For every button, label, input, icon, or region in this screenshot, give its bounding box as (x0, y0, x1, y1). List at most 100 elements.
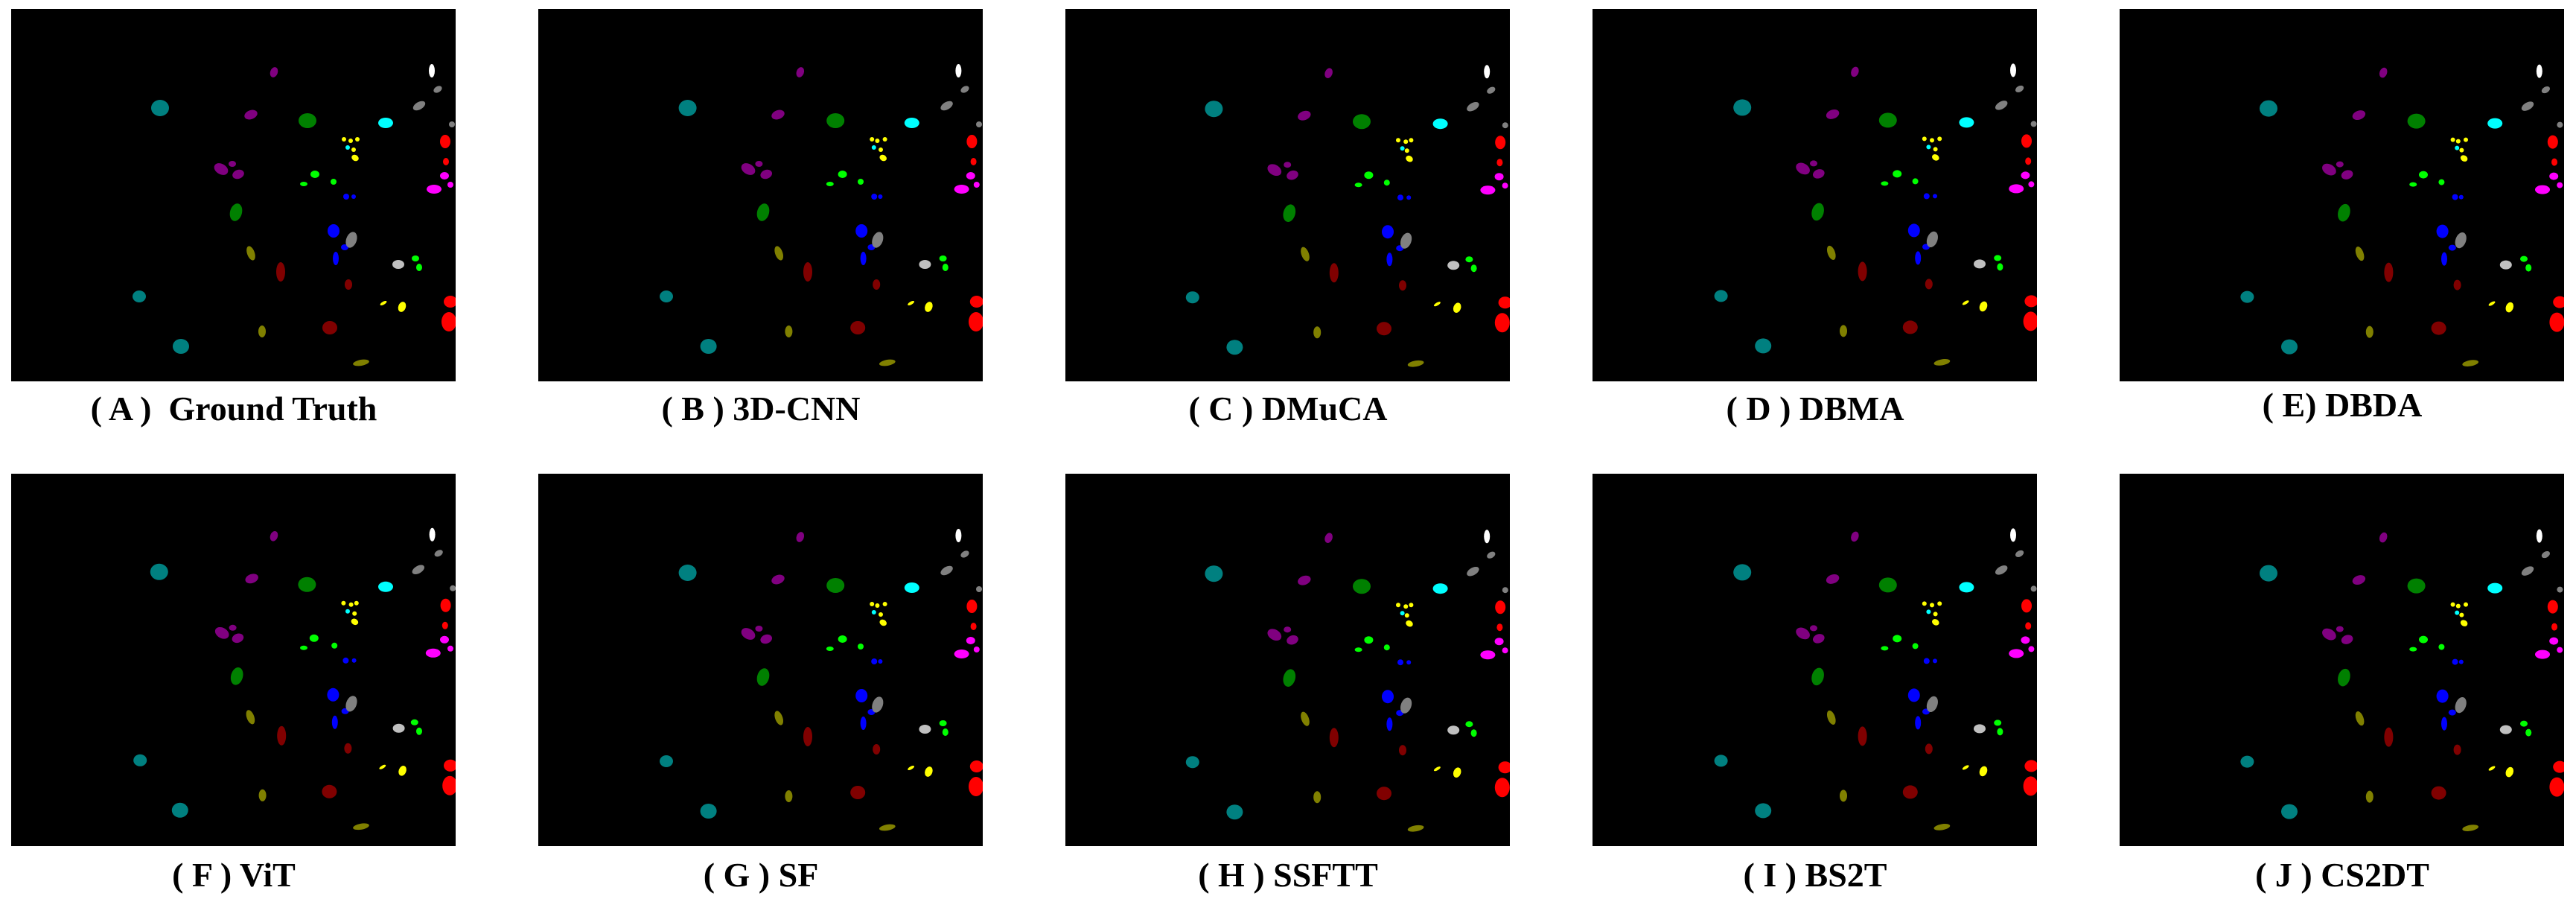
land-cover-region (826, 578, 845, 593)
land-cover-region (1453, 767, 1461, 778)
land-cover-region (379, 764, 386, 769)
land-cover-region (1937, 601, 1942, 606)
land-cover-region (2322, 628, 2336, 641)
land-cover-region (449, 121, 455, 127)
land-cover-region (1997, 728, 2003, 736)
land-cover-region (1284, 162, 1292, 168)
land-cover-region (858, 644, 864, 649)
land-cover-region (2407, 578, 2426, 594)
classification-map-b (538, 9, 983, 381)
land-cover-region (2453, 744, 2461, 755)
land-cover-region (1979, 301, 1988, 312)
land-cover-region (2015, 85, 2024, 92)
land-cover-region (1399, 280, 1406, 291)
land-cover-region (345, 232, 357, 248)
land-cover-region (258, 325, 266, 337)
land-cover-region (1930, 603, 1934, 608)
land-cover-region (2030, 585, 2037, 592)
land-cover-region (1933, 359, 1951, 366)
land-cover-region (1354, 647, 1362, 652)
land-cover-region (442, 775, 456, 795)
land-cover-region (879, 147, 883, 152)
land-cover-region (331, 179, 337, 185)
land-cover-region (441, 621, 448, 629)
land-cover-region (785, 325, 793, 337)
land-cover-region (678, 100, 697, 116)
land-cover-region (276, 262, 285, 282)
land-cover-region (860, 252, 867, 265)
land-cover-region (444, 296, 456, 308)
land-cover-region (2455, 603, 2461, 609)
land-cover-region (1959, 117, 1974, 128)
caption-e: ( E) DBDA (2262, 386, 2423, 424)
land-cover-region (1301, 711, 1310, 726)
land-cover-region (872, 232, 884, 248)
land-cover-region (1926, 696, 1938, 713)
land-cover-region (925, 302, 933, 312)
land-cover-region (2535, 649, 2550, 659)
land-cover-region (344, 743, 352, 754)
land-cover-region (796, 67, 805, 77)
land-cover-region (1995, 565, 2008, 575)
land-cover-region (1494, 173, 1504, 181)
land-cover-region (1912, 643, 1919, 649)
land-cover-region (755, 626, 763, 632)
land-cover-region (1826, 245, 1836, 260)
land-cover-region (2450, 137, 2455, 142)
land-cover-region (1915, 716, 1922, 730)
land-cover-region (2419, 635, 2428, 644)
land-cover-region (1377, 322, 1391, 336)
land-cover-region (1813, 169, 1825, 179)
land-cover-region (1932, 154, 1939, 161)
land-cover-region (1400, 697, 1412, 714)
land-cover-region (1995, 101, 2008, 110)
land-cover-region (871, 145, 876, 150)
classification-map-canvas (660, 64, 983, 366)
land-cover-region (2407, 113, 2426, 129)
classification-map-i (1593, 474, 2037, 846)
land-cover-region (2024, 760, 2037, 772)
land-cover-region (378, 581, 393, 592)
land-cover-region (1937, 136, 1942, 142)
land-cover-region (1997, 263, 2003, 271)
land-cover-region (171, 802, 188, 818)
land-cover-region (2499, 260, 2512, 270)
land-cover-region (429, 527, 436, 541)
land-cover-region (2436, 689, 2449, 703)
land-cover-region (2455, 232, 2467, 249)
land-cover-region (879, 619, 887, 626)
land-cover-region (2025, 157, 2032, 165)
land-cover-region (2322, 163, 2336, 176)
land-cover-region (2452, 658, 2458, 665)
land-cover-region (1979, 766, 1988, 777)
land-cover-region (882, 137, 887, 142)
land-cover-region (2460, 155, 2468, 162)
land-cover-region (2409, 182, 2417, 187)
land-cover-region (976, 586, 982, 592)
land-cover-region (908, 765, 915, 771)
land-cover-region (774, 711, 784, 725)
land-cover-region (351, 147, 356, 152)
land-cover-region (1893, 635, 1902, 643)
land-cover-region (1496, 159, 1503, 167)
land-cover-region (756, 668, 770, 686)
land-cover-region (1813, 634, 1825, 644)
land-cover-region (378, 118, 393, 128)
land-cover-region (309, 634, 319, 642)
land-cover-region (1407, 825, 1424, 832)
land-cover-region (345, 609, 350, 614)
classification-map-canvas (1185, 65, 1510, 367)
land-cover-region (700, 339, 717, 354)
land-cover-region (1994, 255, 2002, 261)
land-cover-region (875, 603, 880, 608)
land-cover-region (1447, 725, 1460, 735)
land-cover-region (1962, 300, 1969, 305)
classification-map-canvas (1714, 63, 2037, 366)
land-cover-region (1406, 660, 1412, 665)
land-cover-region (1324, 533, 1333, 543)
land-cover-region (2541, 86, 2550, 94)
land-cover-region (919, 725, 931, 734)
land-cover-region (1287, 635, 1298, 645)
land-cover-region (427, 185, 441, 194)
land-cover-region (2384, 727, 2394, 747)
